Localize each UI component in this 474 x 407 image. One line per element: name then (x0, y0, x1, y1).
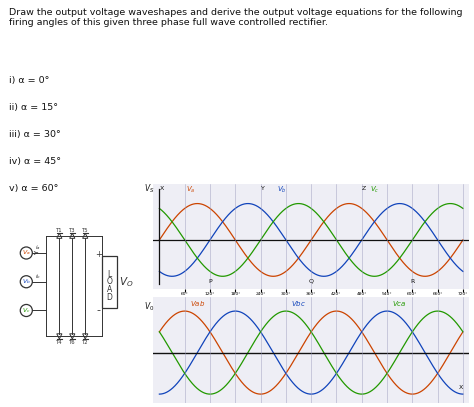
Text: $i_b$: $i_b$ (35, 272, 41, 281)
Text: iv) α = 45°: iv) α = 45° (9, 157, 62, 166)
Text: $V_S$: $V_S$ (144, 183, 155, 195)
Text: $V_0$: $V_0$ (144, 301, 155, 313)
Text: T6: T6 (69, 340, 76, 345)
Text: R: R (410, 279, 414, 284)
Text: $V_c$: $V_c$ (370, 185, 379, 195)
Text: P: P (208, 279, 212, 284)
Text: $V_b$: $V_b$ (277, 185, 286, 195)
Text: $V_a$: $V_a$ (22, 249, 31, 258)
Text: $i_a$: $i_a$ (35, 243, 41, 252)
Text: Q: Q (309, 279, 314, 284)
Text: $V_c$: $V_c$ (22, 306, 31, 315)
Text: X: X (459, 385, 463, 389)
Text: T4: T4 (56, 340, 63, 345)
Text: Draw the output voltage waveshapes and derive the output voltage equations for t: Draw the output voltage waveshapes and d… (9, 8, 463, 27)
Text: T2: T2 (82, 340, 89, 345)
Text: X: X (160, 186, 164, 191)
Text: i) α = 0°: i) α = 0° (9, 76, 50, 85)
Text: iii) α = 30°: iii) α = 30° (9, 130, 61, 139)
Text: ii) α = 15°: ii) α = 15° (9, 103, 58, 112)
Text: L: L (108, 270, 112, 279)
Text: $V_a$: $V_a$ (186, 185, 196, 195)
Text: O: O (107, 277, 113, 286)
Text: $V_O$: $V_O$ (119, 275, 134, 289)
Text: T1: T1 (56, 228, 63, 233)
Text: -: - (97, 306, 101, 315)
Bar (102, 256, 117, 308)
Text: $V_b$: $V_b$ (22, 277, 31, 286)
Text: D: D (107, 293, 113, 302)
Text: A: A (107, 285, 112, 294)
Text: v) α = 60°: v) α = 60° (9, 184, 59, 193)
Text: $Vbc$: $Vbc$ (291, 299, 306, 308)
Text: +: + (95, 250, 102, 259)
Text: Z: Z (362, 186, 366, 191)
Text: T5: T5 (82, 228, 89, 233)
Text: T3: T3 (69, 228, 75, 233)
Text: $Vab$: $Vab$ (190, 299, 205, 308)
Text: Y: Y (261, 186, 264, 191)
Text: $Vca$: $Vca$ (392, 299, 407, 308)
